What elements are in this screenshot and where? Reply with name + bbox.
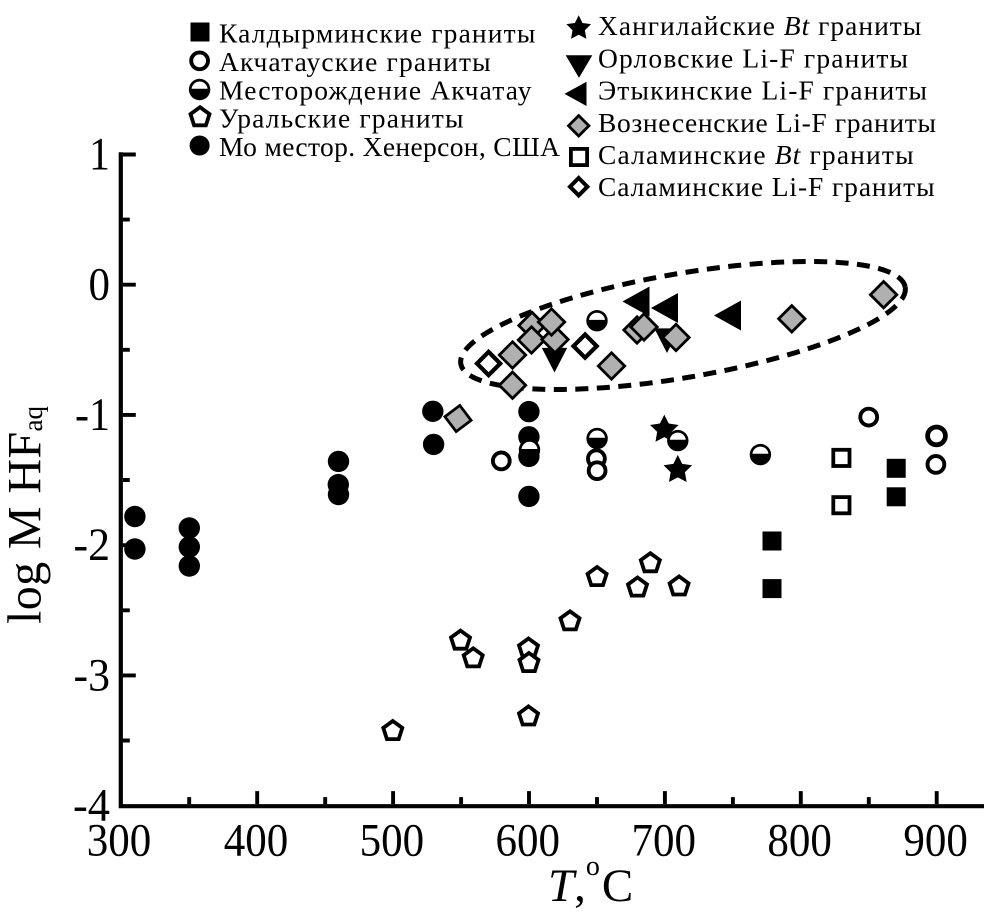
svg-text:Месторождение Акчатау: Месторождение Акчатау bbox=[219, 74, 533, 105]
svg-text:600: 600 bbox=[496, 815, 561, 867]
svg-text:300: 300 bbox=[87, 815, 152, 867]
svg-text:Саламинские Bt граниты: Саламинские Bt граниты bbox=[598, 139, 915, 170]
svg-text:Калдырминские граниты: Калдырминские граниты bbox=[219, 18, 536, 49]
svg-text:-1: -1 bbox=[75, 389, 110, 441]
svg-text:T,oC: T,oC bbox=[548, 851, 633, 912]
svg-text:Уральские граниты: Уральские граниты bbox=[219, 103, 465, 134]
svg-text:Вознесенские Li-F граниты: Вознесенские Li-F граниты bbox=[598, 107, 937, 138]
svg-text:-4: -4 bbox=[73, 780, 110, 832]
svg-text:900: 900 bbox=[903, 815, 968, 867]
svg-text:400: 400 bbox=[224, 815, 289, 867]
svg-text:700: 700 bbox=[631, 815, 696, 867]
svg-text:0: 0 bbox=[89, 259, 111, 311]
svg-text:-2: -2 bbox=[74, 519, 111, 571]
svg-text:Акчатауские граниты: Акчатауские граниты bbox=[219, 46, 492, 77]
svg-text:Хангилайские Bt граниты: Хангилайские Bt граниты bbox=[598, 10, 922, 41]
svg-text:800: 800 bbox=[767, 815, 832, 867]
svg-text:1: 1 bbox=[89, 129, 110, 181]
svg-text:Саламинские Li-F граниты: Саламинские Li-F граниты bbox=[598, 171, 935, 202]
svg-text:Этыкинские Li-F граниты: Этыкинские Li-F граниты bbox=[598, 75, 928, 106]
svg-text:Мо местор. Хенерсон, США: Мо местор. Хенерсон, США bbox=[219, 131, 560, 162]
svg-text:500: 500 bbox=[360, 815, 425, 867]
svg-text:Орловские Li-F граниты: Орловские Li-F граниты bbox=[598, 42, 909, 73]
svg-text:-3: -3 bbox=[74, 649, 111, 701]
svg-text:log M HFaq: log M HFaq bbox=[0, 405, 52, 624]
